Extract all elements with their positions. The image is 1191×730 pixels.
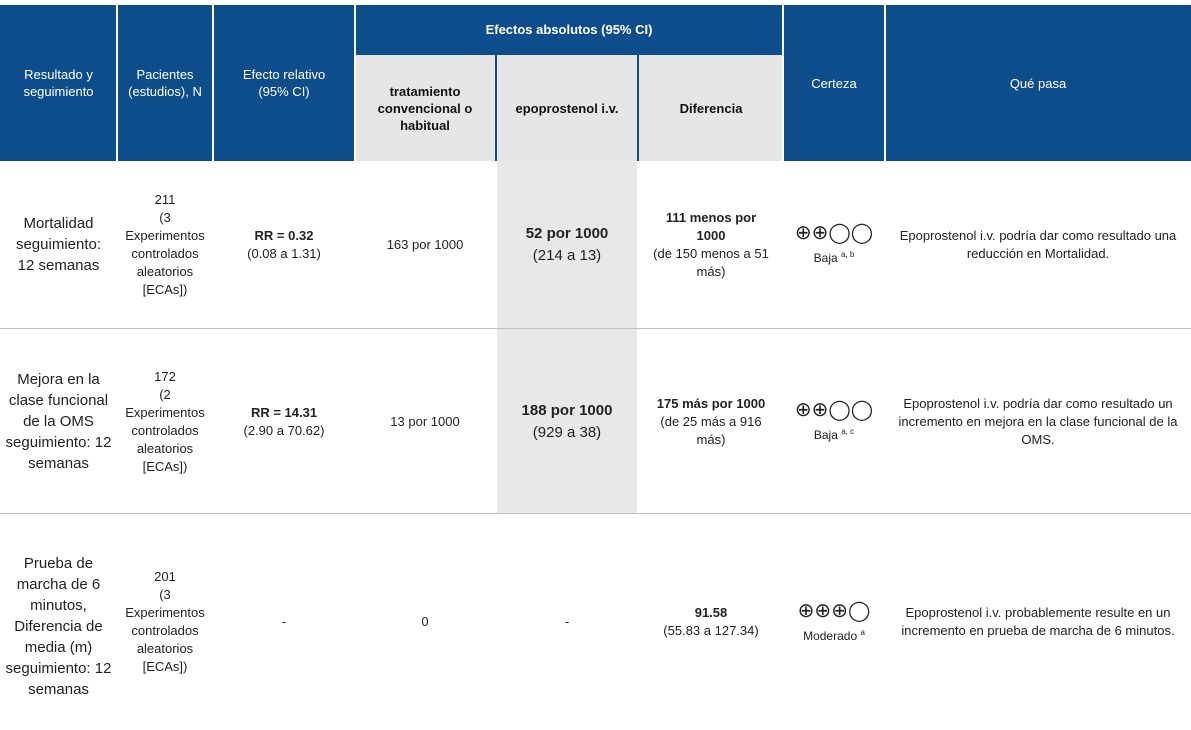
row2-difference-ci: (de 25 más a 916 más): [660, 413, 762, 447]
row1-control: 163 por 1000: [386, 236, 464, 252]
header-outcome: Resultado y seguimiento: [0, 5, 117, 161]
row1-intervention-value: 52 por 1000: [525, 224, 609, 242]
row2-what-happens: Epoprostenol i.v. podría dar como result…: [898, 395, 1178, 447]
row3-difference-ci: (55.83 a 127.34): [663, 623, 759, 638]
row1-rr: RR = 0.32: [254, 227, 314, 243]
row3-intervention-ci: -: [564, 614, 570, 629]
row1-difference-ci: (de 150 menos a 51 más): [653, 245, 769, 279]
row2-difference-value: 175 más por 1000: [656, 395, 766, 411]
header-divider: [884, 5, 886, 161]
header-certainty: Certeza: [783, 5, 885, 161]
row2-patients-n: 172: [154, 368, 176, 384]
row2-relative-effect: RR = 14.31 (2.90 a 70.62): [213, 329, 355, 514]
certainty-rating-icon: ⊕⊕◯◯: [794, 399, 874, 421]
row2-intervention: 188 por 1000 (929 a 38): [497, 329, 637, 514]
row1-intervention-ci: (214 a 13): [532, 246, 602, 264]
row2-certainty: ⊕⊕◯◯ Baja a, c: [783, 329, 885, 514]
row2-intervention-value: 188 por 1000: [521, 401, 613, 419]
row3-certainty: ⊕⊕⊕◯ Moderado a: [783, 522, 885, 722]
header-relative-effect: Efecto relativo (95% CI): [213, 5, 355, 161]
row2-control: 13 por 1000: [390, 413, 460, 429]
row1-intervention: 52 por 1000 (214 a 13): [497, 161, 637, 328]
header-patients: Pacientes (estudios), N: [117, 5, 213, 161]
header-difference: Diferencia: [639, 55, 783, 161]
row2-rr-ci: (2.90 a 70.62): [243, 422, 325, 438]
row2-outcome: Mejora en la clase funcional de la OMS s…: [5, 371, 112, 472]
row3-control: 0: [421, 614, 429, 629]
row1-rr-ci: (0.08 a 1.31): [247, 245, 321, 261]
row1-patients-studies: (3 Experimentos controlados aleatorios […: [125, 209, 205, 297]
row3-patients-studies: (3 Experimentos controlados aleatorios […: [125, 587, 205, 674]
row1-certainty-notes: a, b: [841, 250, 855, 259]
certainty-rating-icon: ⊕⊕⊕◯: [797, 599, 871, 622]
row3-certainty-notes: a: [860, 627, 865, 637]
row1-patients: 211 (3 Experimentos controlados aleatori…: [117, 161, 213, 328]
row3-what-happens: Epoprostenol i.v. probablemente resulte …: [901, 605, 1175, 638]
row2-certainty-notes: a, c: [841, 427, 855, 436]
row3-difference: 91.58 (55.83 a 127.34): [639, 522, 783, 722]
row2-intervention-ci: (929 a 38): [532, 423, 602, 441]
row1-outcome: Mortalidad seguimiento: 12 semanas: [15, 215, 102, 274]
header-divider: [354, 5, 356, 161]
row3-rr-ci: -: [281, 614, 287, 629]
header-divider: [782, 5, 784, 161]
row2-rr: RR = 14.31: [250, 404, 318, 420]
intervention-column-shade: [497, 161, 637, 513]
row3-patients-n: 201: [154, 569, 176, 584]
row3-outcome: Prueba de marcha de 6 minutos, Diferenci…: [5, 554, 112, 698]
row3-relative-effect: -: [213, 522, 355, 722]
certainty-rating-icon: ⊕⊕◯◯: [794, 222, 874, 244]
row2-patients: 172 (2 Experimentos controlados aleatori…: [117, 329, 213, 514]
row1-certainty: ⊕⊕◯◯ Baja a, b: [783, 161, 885, 328]
row3-intervention: -: [497, 522, 637, 722]
header-divider: [116, 5, 118, 161]
row1-patients-n: 211: [154, 191, 176, 207]
header-divider: [212, 5, 214, 161]
row1-difference: 111 menos por 1000 (de 150 menos a 51 má…: [639, 161, 783, 328]
header-absolute-effects: Efectos absolutos (95% CI): [355, 5, 783, 53]
header-what-happens: Qué pasa: [885, 5, 1191, 161]
row2-certainty-label: Baja: [813, 428, 838, 442]
header-control: tratamiento convencional o habitual: [355, 55, 495, 161]
row3-patients: 201 (3 Experimentos controlados aleatori…: [117, 522, 213, 722]
row3-certainty-label: Moderado: [803, 628, 858, 643]
row2-difference: 175 más por 1000 (de 25 más a 916 más): [639, 329, 783, 514]
row3-difference-value: 91.58: [694, 605, 728, 620]
header-intervention: epoprostenol i.v.: [497, 55, 637, 161]
row1-what-happens: Epoprostenol i.v. podría dar como result…: [899, 227, 1177, 261]
row2-patients-studies: (2 Experimentos controlados aleatorios […: [125, 386, 205, 474]
row1-difference-value: 111 menos por 1000: [665, 209, 757, 243]
row1-certainty-label: Baja: [813, 251, 838, 265]
row-divider: [0, 328, 1191, 329]
row1-relative-effect: RR = 0.32 (0.08 a 1.31): [213, 161, 355, 328]
row-divider: [0, 513, 1191, 514]
